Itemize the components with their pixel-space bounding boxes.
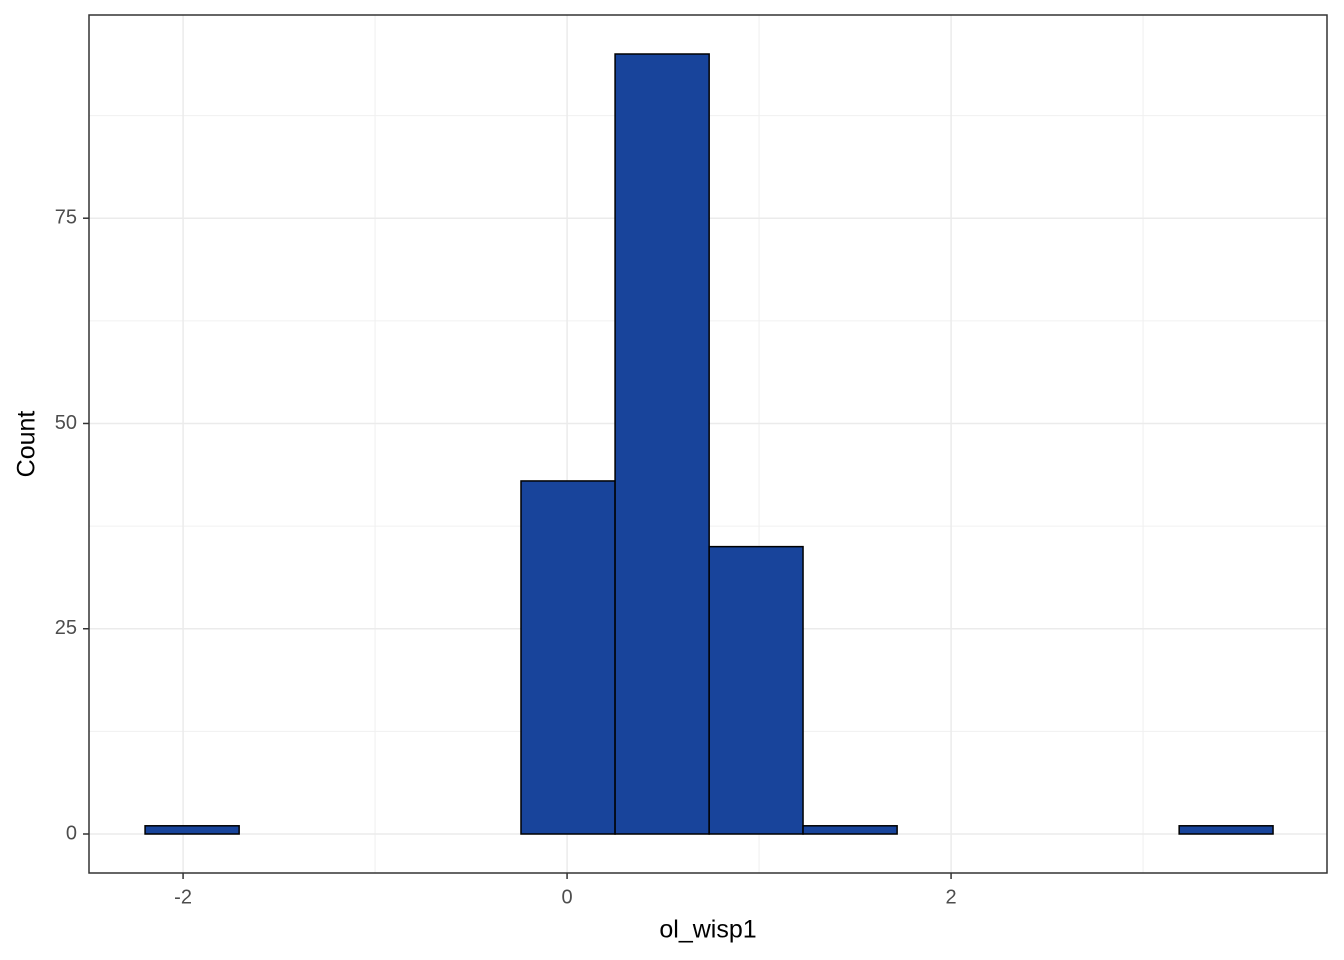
- x-tick-label: -2: [174, 886, 192, 908]
- bar: [1178, 825, 1274, 835]
- x-tick-label: 2: [946, 886, 957, 908]
- y-axis-title: Count: [13, 411, 41, 478]
- bar: [614, 53, 710, 835]
- y-tick-label: 50: [55, 412, 77, 434]
- bar: [708, 545, 804, 835]
- y-tick-label: 25: [55, 617, 77, 639]
- x-axis-title: ol_wisp1: [659, 916, 756, 944]
- bar: [802, 825, 898, 835]
- y-tick-label: 0: [66, 822, 77, 844]
- x-tick-label: 0: [562, 886, 573, 908]
- bar: [520, 480, 616, 835]
- bar: [144, 825, 240, 835]
- y-tick-label: 75: [55, 206, 77, 228]
- plot-border: [88, 14, 1328, 874]
